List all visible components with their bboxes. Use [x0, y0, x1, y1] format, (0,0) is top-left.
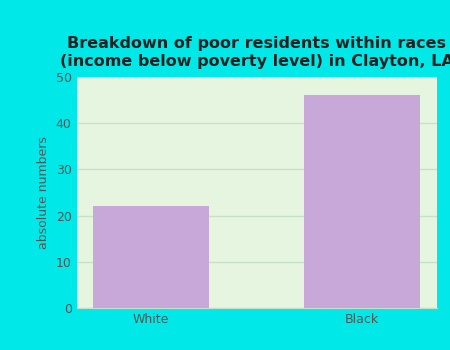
Title: Breakdown of poor residents within races
(income below poverty level) in Clayton: Breakdown of poor residents within races…	[59, 36, 450, 69]
Bar	[93, 206, 209, 308]
Bar	[304, 96, 420, 308]
Y-axis label: absolute numbers: absolute numbers	[37, 136, 50, 249]
